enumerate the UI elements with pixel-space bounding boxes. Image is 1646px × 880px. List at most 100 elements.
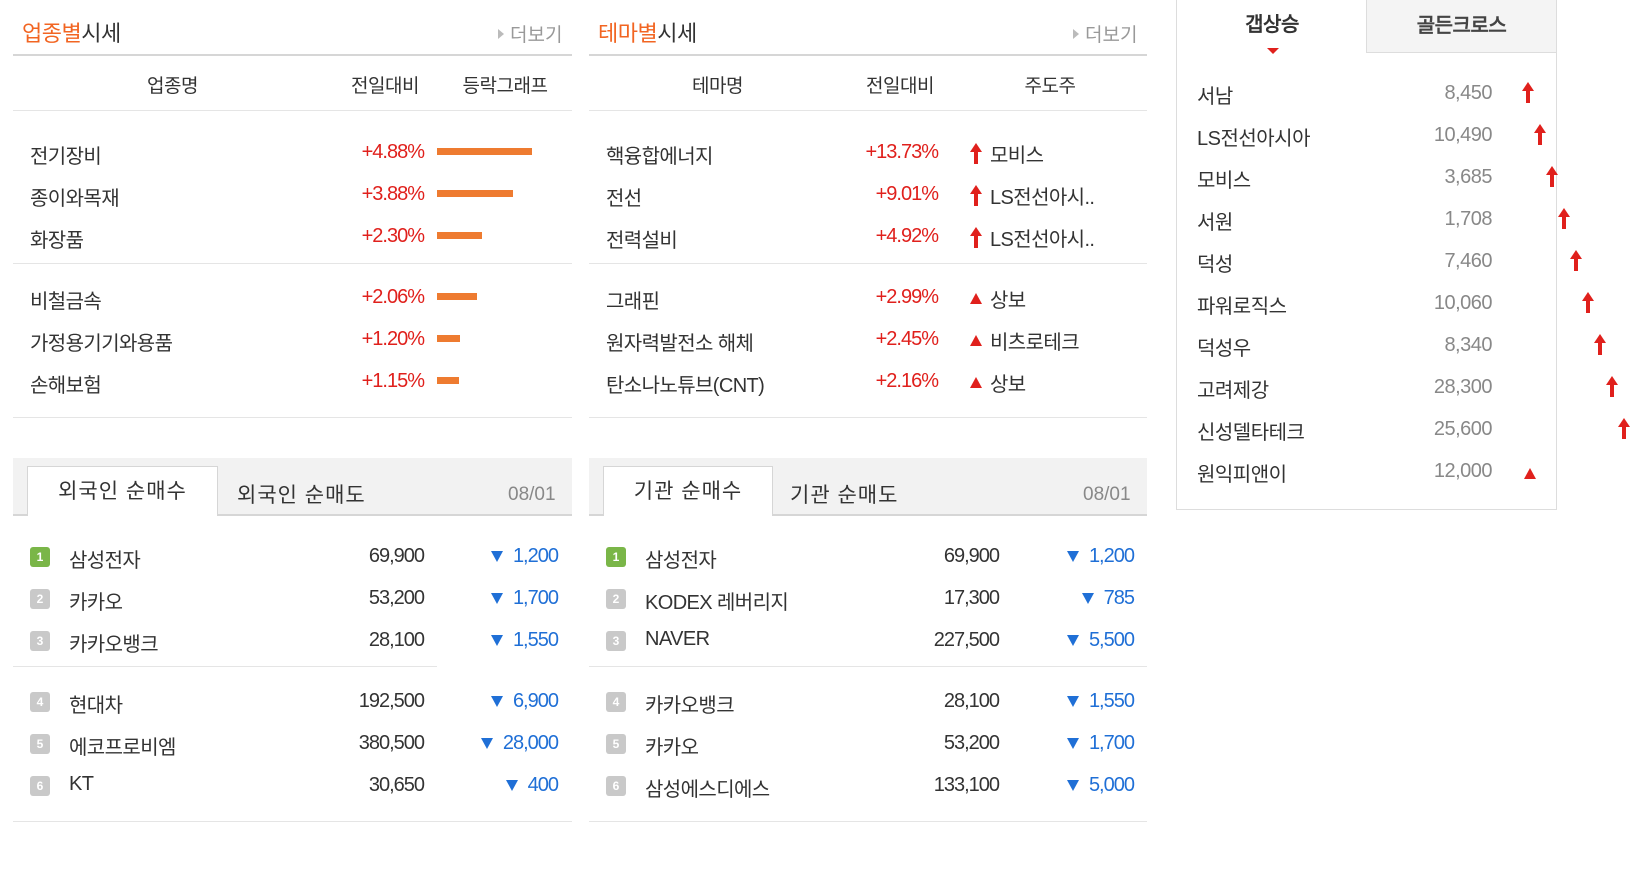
tab-foreign-net-buy[interactable]: 외국인 순매수: [27, 466, 218, 516]
arrow-up-icon: [1534, 124, 1546, 146]
sector-change: +2.06%: [361, 286, 425, 308]
divider: [589, 263, 1147, 264]
divider: [589, 514, 1147, 516]
stock-price: 30,650: [368, 774, 425, 796]
triangle-up-icon: [1524, 468, 1536, 479]
stock-name: 서원: [1197, 212, 1233, 234]
leader-name: 상보: [990, 374, 1026, 396]
theme-change: +9.01%: [875, 183, 939, 205]
stock-change: 1,700: [1019, 732, 1135, 755]
triangle-down-icon: [505, 780, 518, 791]
theme-name: 그래핀: [606, 291, 660, 313]
tab-foreign-net-sell[interactable]: 외국인 순매도: [237, 484, 366, 507]
tab-golden-cross[interactable]: 골든크로스: [1366, 0, 1556, 53]
gap-row[interactable]: [1186, 242, 1546, 280]
chevron-right-icon: [1073, 28, 1079, 39]
change-value: 1,550: [1088, 690, 1135, 712]
stock-name: 원익피앤이: [1197, 464, 1287, 486]
leader-name: LS전선아시..: [990, 187, 1095, 209]
stock-price: 12,000: [1433, 460, 1493, 482]
sector-more-link[interactable]: 더보기: [498, 20, 562, 47]
sector-name: 비철금속: [30, 291, 102, 313]
sector-change: +4.88%: [361, 141, 425, 163]
sector-title: 업종별시세: [22, 21, 121, 46]
stock-price: 8,340: [1444, 334, 1492, 356]
divider: [589, 666, 1147, 667]
stock-name: 삼성에스디에스: [645, 779, 770, 801]
stock-name: 에코프로비엠: [69, 737, 176, 759]
stock-price: 8,450: [1444, 82, 1492, 104]
divider: [13, 263, 572, 264]
stock-price: 10,060: [1433, 292, 1493, 314]
leader-name: 모비스: [990, 145, 1044, 167]
col-head-theme-name: 테마명: [692, 76, 743, 97]
rank-badge: 4: [30, 692, 50, 712]
stock-price: 25,600: [1433, 418, 1493, 440]
stock-change: 6,900: [443, 690, 559, 713]
change-value: 1,700: [1088, 732, 1135, 754]
stock-price: 17,300: [943, 587, 1000, 609]
stock-name: 카카오뱅크: [69, 634, 159, 656]
sector-name: 전기장비: [30, 146, 102, 168]
active-indicator-icon: [1267, 48, 1279, 54]
triangle-up-icon: [970, 335, 982, 346]
rank-badge: 4: [606, 692, 626, 712]
rank-badge: 1: [30, 547, 50, 567]
change-bar: [437, 377, 459, 384]
gap-row[interactable]: [1186, 74, 1546, 112]
theme-name: 원자력발전소 해체: [606, 333, 754, 355]
change-bar: [437, 293, 477, 300]
col-head-sector-name: 업종명: [147, 76, 198, 97]
arrow-up-icon: [970, 142, 982, 165]
theme-leader[interactable]: LS전선아시..: [970, 223, 1095, 252]
theme-leader[interactable]: LS전선아시..: [970, 181, 1095, 210]
stock-name: KODEX 레버리지: [645, 592, 789, 614]
triangle-up-icon: [970, 377, 982, 388]
triangle-down-icon: [490, 696, 503, 707]
stock-change: 5,500: [1019, 629, 1135, 652]
gap-row[interactable]: [1186, 200, 1546, 238]
stock-change: 1,550: [443, 629, 559, 652]
divider: [589, 821, 1147, 822]
arrow-up-icon: [970, 226, 982, 249]
stock-change: 1,200: [443, 545, 559, 568]
rank-badge: 6: [606, 776, 626, 796]
tab-institution-net-sell[interactable]: 기관 순매도: [790, 484, 899, 507]
rank-badge: 5: [606, 734, 626, 754]
sector-change: +1.20%: [361, 328, 425, 350]
arrow-up-icon: [1606, 376, 1618, 398]
stock-name: 고려제강: [1197, 380, 1269, 402]
change-value: 1,700: [512, 587, 559, 609]
stock-price: 380,500: [358, 732, 425, 754]
theme-change: +2.45%: [875, 328, 939, 350]
leader-name: LS전선아시..: [990, 229, 1095, 251]
rank-badge: 2: [30, 589, 50, 609]
theme-leader[interactable]: 모비스: [970, 139, 1044, 168]
stock-price: 69,900: [368, 545, 425, 567]
triangle-down-icon: [480, 738, 493, 749]
tab-gap-up[interactable]: 갭상승: [1245, 14, 1299, 36]
theme-more-link[interactable]: 더보기: [1073, 20, 1137, 47]
theme-leader[interactable]: 비츠로테크: [970, 326, 1080, 355]
theme-change: +13.73%: [865, 141, 939, 163]
stock-price: 28,100: [943, 690, 1000, 712]
stock-change: 1,200: [1019, 545, 1135, 568]
institution-date: 08/01: [1083, 484, 1131, 505]
leader-name: 상보: [990, 290, 1026, 312]
divider: [13, 514, 572, 516]
sector-row[interactable]: [13, 216, 572, 256]
theme-leader[interactable]: 상보: [970, 368, 1026, 397]
theme-leader[interactable]: 상보: [970, 284, 1026, 313]
arrow-up-icon: [1594, 334, 1606, 356]
change-bar: [437, 190, 513, 197]
theme-change: +4.92%: [875, 225, 939, 247]
divider: [13, 417, 572, 418]
triangle-down-icon: [1066, 738, 1079, 749]
arrow-up-icon: [1570, 250, 1582, 272]
stock-name: LS전선아시아: [1197, 128, 1310, 150]
stock-name: 삼성전자: [645, 550, 717, 572]
tab-institution-net-buy[interactable]: 기관 순매수: [603, 466, 773, 516]
change-value: 1,200: [512, 545, 559, 567]
stock-price: 1,708: [1444, 208, 1492, 230]
stock-price: 3,685: [1444, 166, 1492, 188]
